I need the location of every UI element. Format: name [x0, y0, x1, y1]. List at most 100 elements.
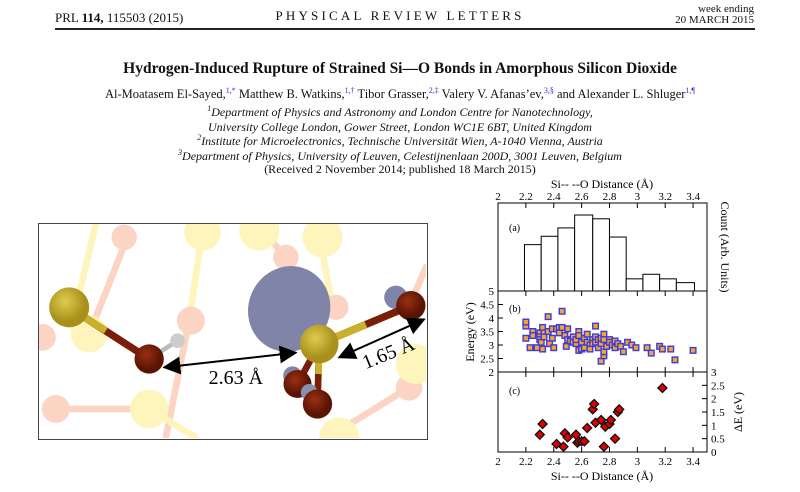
top-x-tick-label: 2.4	[547, 191, 561, 203]
energy-point	[562, 342, 570, 350]
header-rule	[55, 28, 755, 30]
bottom-x-tick-label: 2.4	[547, 456, 561, 468]
delta-e-point	[613, 403, 625, 415]
bottom-x-axis-title: Si-- --O Distance (Å)	[551, 469, 653, 483]
affiliation-text: Department of Physics and Astronomy and …	[211, 105, 593, 119]
author-footnote-link[interactable]: 3,§	[543, 86, 554, 95]
delta-e-point	[558, 441, 569, 453]
oxygen-atom	[302, 389, 333, 419]
author: Valery V. Afanas’ev,	[438, 87, 544, 102]
author-footnote-link[interactable]: 1,¶	[685, 86, 696, 95]
energy-point	[643, 344, 651, 352]
energy-point	[558, 323, 566, 331]
hydrogen-atom	[170, 333, 185, 348]
affiliation-text: University College London, Gower Street,…	[208, 119, 592, 134]
bottom-x-tick-label: 2.2	[519, 456, 533, 468]
author: Matthew B. Watkins,	[235, 87, 345, 102]
author: Tibor Grasser,	[354, 87, 429, 102]
affiliation-number: 1	[207, 104, 212, 113]
delta-e-tick-label: 0.5	[711, 434, 725, 446]
author-footnote-link[interactable]: 2,‡	[428, 86, 439, 95]
histogram-bar	[574, 214, 594, 292]
energy-axis-title: Energy (eV)	[463, 302, 477, 361]
affiliation: 1Department of Physics and Astronomy and…	[0, 104, 800, 120]
energy-tick-label: 5	[489, 286, 495, 298]
bottom-x-tick-label: 2.6	[575, 456, 589, 468]
energy-point	[522, 334, 530, 342]
article-number: 115503 (2015)	[103, 10, 184, 25]
top-x-tick-label: 2.2	[519, 191, 533, 203]
top-x-tick-label: 2.8	[603, 191, 617, 203]
delta-e-point	[537, 418, 549, 430]
histogram-bar	[625, 278, 644, 292]
author-footnote-link[interactable]: 1,*	[225, 86, 236, 95]
delta-e-point	[598, 441, 610, 453]
delta-e-point	[595, 414, 607, 426]
top-x-axis-title: Si-- --O Distance (Å)	[551, 177, 653, 191]
delta-e-point	[588, 398, 600, 410]
energy-point	[667, 345, 675, 353]
histogram-bar	[608, 236, 627, 292]
energy-point	[529, 332, 537, 340]
author: and Alexander L. Shluger	[553, 87, 686, 102]
histogram-bar	[675, 282, 695, 292]
energy-point	[550, 344, 558, 352]
energy-point	[558, 307, 566, 315]
week-ending: week ending 20 MARCH 2015	[675, 4, 754, 26]
delta-e-point	[534, 429, 546, 441]
silicon-atom	[49, 287, 90, 328]
panel-label-c: (c)	[509, 386, 520, 397]
delta-e-point	[609, 433, 621, 445]
delta-e-tick-label: 3	[711, 367, 717, 379]
affiliation: 3Department of Physics, University of Le…	[0, 148, 800, 164]
energy-tick-label: 3	[489, 340, 495, 352]
histogram-bar	[642, 273, 661, 292]
delta-e-tick-label: 2	[711, 394, 717, 406]
top-x-tick-label: 3	[635, 191, 641, 203]
molecule-render: 2.63 Å 1.65 Å	[39, 224, 427, 439]
author-list: Al-Moatasem El-Sayed,1,* Matthew B. Watk…	[0, 86, 800, 102]
histogram-bar	[557, 227, 576, 292]
author-footnote-link[interactable]: 1,†	[344, 86, 355, 95]
journal-reference: PRL 114, 115503 (2015)	[55, 10, 183, 26]
affiliation: University College London, Gower Street,…	[0, 119, 800, 135]
delta-e-point	[581, 422, 593, 434]
affiliation: 2Institute for Microelectronics, Technis…	[0, 133, 800, 149]
affiliation-number: 2	[197, 133, 202, 142]
received-dates: (Received 2 November 2014; published 18 …	[264, 162, 536, 176]
energy-point	[619, 348, 627, 356]
delta-e-tick-label: 0	[711, 447, 717, 459]
top-x-tick-label: 3.4	[686, 191, 700, 203]
journal-abbrev: PRL	[55, 10, 82, 25]
energy-point	[564, 325, 572, 333]
energy-tick-label: 2.5	[480, 354, 494, 366]
delta-e-tick-label: 1.5	[711, 407, 725, 419]
silicon-atom	[299, 324, 339, 364]
top-x-tick-label: 3.2	[658, 191, 672, 203]
affiliation-text: Institute for Microelectronics, Technisc…	[201, 134, 603, 148]
histogram-bar	[540, 235, 559, 292]
energy-tick-label: 4	[489, 313, 495, 325]
histogram-bar	[659, 278, 677, 292]
energy-point	[540, 333, 548, 341]
energy-point	[548, 334, 556, 342]
histogram-bar	[592, 218, 610, 292]
distance-label-1: 2.63 Å	[209, 367, 264, 389]
delta-e-point	[605, 414, 617, 426]
energy-point	[689, 346, 697, 354]
delta-e-point	[656, 382, 668, 394]
distance-arrow-1	[162, 345, 298, 375]
bottom-x-tick-label: 3	[635, 456, 641, 468]
delta-e-point	[578, 435, 590, 447]
article-title: Hydrogen-Induced Rupture of Strained Si—…	[123, 60, 677, 77]
count-axis-title: Count (Arb. Units)	[718, 202, 732, 293]
histogram-bar	[523, 244, 542, 292]
affiliation-number: 3	[178, 147, 183, 157]
week-ending-date: 20 MARCH 2015	[675, 14, 754, 26]
energy-point	[526, 344, 534, 352]
delta-e-tick-label: 1	[711, 420, 717, 432]
panel-label-a: (a)	[509, 223, 520, 234]
delta-e-tick-label: 2.5	[711, 380, 725, 392]
panel-frame-c	[497, 371, 708, 453]
journal-name: PHYSICAL REVIEW LETTERS	[275, 8, 525, 23]
